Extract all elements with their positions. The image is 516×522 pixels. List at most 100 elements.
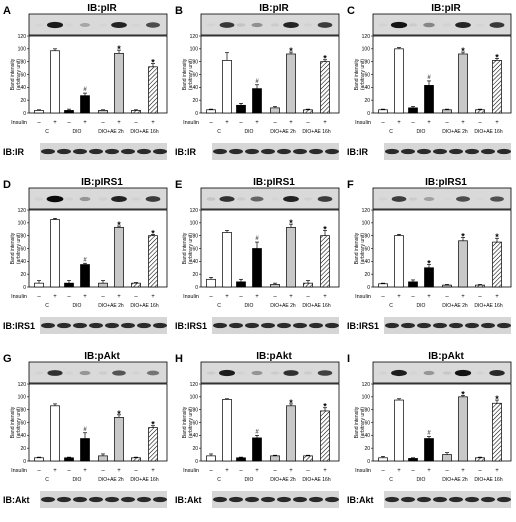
loading-band <box>105 148 119 155</box>
blot-band <box>79 370 91 376</box>
y-axis-label: Band intensity(arbitrary unit) <box>354 58 366 90</box>
blot-band <box>303 23 313 27</box>
y-tick-label: 80 <box>20 59 26 65</box>
insulin-sign: – <box>411 468 415 474</box>
bar <box>492 60 502 114</box>
group-label: DIO <box>73 129 82 135</box>
blot-image <box>28 187 168 210</box>
group-label: DIO+AE 16h <box>302 477 330 483</box>
bar <box>148 66 158 114</box>
blot-band <box>146 370 160 376</box>
loading-blot-image <box>212 143 339 160</box>
blot-image <box>200 13 340 36</box>
y-tick-label: 120 <box>190 382 199 388</box>
loading-band <box>309 148 323 155</box>
loading-band <box>497 496 511 503</box>
insulin-sign: – <box>478 120 482 126</box>
y-tick-label: 120 <box>190 208 199 214</box>
insulin-sign: + <box>83 120 87 126</box>
loading-band <box>105 322 119 329</box>
bar <box>320 61 330 114</box>
loading-band <box>153 322 167 329</box>
blot-image <box>372 13 512 36</box>
blot-band <box>219 369 235 377</box>
loading-band <box>137 322 151 329</box>
plot-frame <box>200 209 340 288</box>
y-axis-label-line: Band intensity <box>10 58 16 90</box>
blot-band <box>423 370 435 376</box>
loading-band <box>57 496 71 503</box>
loading-band <box>385 148 399 155</box>
y-tick-label: 0 <box>367 285 370 291</box>
loading-band <box>449 148 463 155</box>
loading-band <box>293 148 307 155</box>
loading-blot-image <box>384 317 511 334</box>
bar <box>64 457 74 462</box>
blot-band <box>378 23 388 27</box>
bar <box>222 60 232 114</box>
loading-band <box>153 496 167 503</box>
blot-title: IB:pIR <box>87 3 117 14</box>
blot-band <box>64 371 74 375</box>
y-tick-label: 100 <box>18 47 27 53</box>
y-axis-label: Band intensity(arbitrary unit) <box>354 406 366 438</box>
insulin-sign: + <box>117 120 121 126</box>
blot-band <box>423 197 435 201</box>
loading-band <box>73 148 87 155</box>
insulin-sign: + <box>53 120 57 126</box>
y-tick-label: 60 <box>20 420 26 426</box>
y-tick-label: 40 <box>20 259 26 265</box>
insulin-sign: – <box>209 294 213 300</box>
significance-mark: # <box>427 75 431 81</box>
loading-band <box>401 496 415 503</box>
loading-band <box>309 322 323 329</box>
significance-mark: * <box>323 402 327 412</box>
bar <box>286 226 296 288</box>
y-axis-label-line: (arbitrary unit) <box>360 233 366 264</box>
group-label: DIO <box>73 303 82 309</box>
bar <box>408 107 418 114</box>
blot-band <box>475 23 485 27</box>
blot-band <box>250 196 264 202</box>
y-tick-label: 40 <box>20 433 26 439</box>
y-axis-label-line: (arbitrary unit) <box>16 233 22 264</box>
bar <box>286 53 296 114</box>
bar <box>270 107 280 114</box>
y-axis-label-line: (arbitrary unit) <box>360 59 366 90</box>
group-label: DIO+AE 2h <box>442 303 468 309</box>
loading-band <box>417 148 431 155</box>
blot-band <box>317 196 333 202</box>
insulin-sign: – <box>239 294 243 300</box>
insulin-sign: + <box>427 120 431 126</box>
loading-band <box>41 496 55 503</box>
group-label: C <box>45 477 49 483</box>
panel-f: F IB:pIRS1 0 20 40 60 80 100 120 Band intensity(a… <box>347 177 512 334</box>
y-tick-label: 40 <box>364 85 370 91</box>
bar <box>252 248 262 288</box>
loading-band <box>401 148 415 155</box>
blot-band <box>146 22 160 28</box>
blot-band <box>206 197 216 201</box>
panel-letter: A <box>3 5 11 17</box>
panel-letter: I <box>347 353 350 365</box>
loading-blot-image <box>384 143 511 160</box>
significance-mark: # <box>83 427 87 433</box>
insulin-sign: – <box>381 120 385 126</box>
group-label: DIO <box>417 303 426 309</box>
blot-band <box>390 21 408 29</box>
bar <box>98 110 108 114</box>
bar <box>131 110 141 114</box>
blot-image <box>372 361 512 384</box>
blot-band <box>236 197 246 201</box>
loading-blot-image <box>212 491 339 508</box>
insulin-sign: + <box>225 294 229 300</box>
y-tick-label: 120 <box>18 34 27 40</box>
panel-i: I IB:pAkt 0 20 40 60 80 100 120 Band intensity(ar… <box>347 351 512 508</box>
bar <box>378 283 388 288</box>
y-tick-label: 20 <box>192 446 198 452</box>
group-label: DIO <box>245 129 254 135</box>
loading-band <box>121 148 135 155</box>
insulin-sign: – <box>209 468 213 474</box>
y-tick-label: 40 <box>192 259 198 265</box>
plot-frame <box>200 383 340 462</box>
